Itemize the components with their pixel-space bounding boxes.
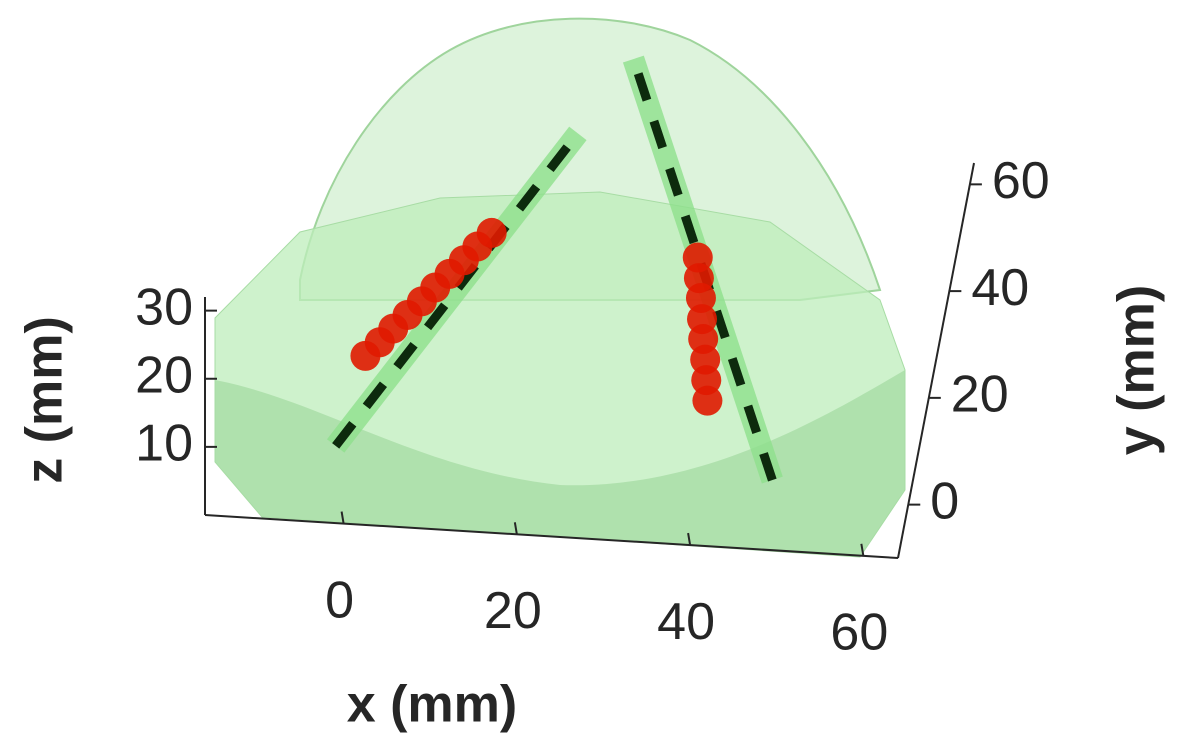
x-tick-label: 0: [325, 571, 354, 629]
z-tick-label: 20: [135, 346, 193, 404]
y-tick-label: 20: [951, 366, 1009, 424]
y-tick-label: 40: [971, 259, 1029, 317]
x-tick-label: 40: [657, 593, 715, 651]
point: [692, 386, 722, 416]
x-tick-label: 20: [484, 582, 542, 640]
z-tick-label: 30: [135, 278, 193, 336]
z-axis-label: z (mm): [16, 316, 74, 484]
y-tick-label: 0: [930, 472, 959, 530]
chart: 0 20 40 60 0 20 40 60 10 20 30 x (mm) z (mm) y (mm…: [0, 0, 1188, 740]
page: {"chart_data": {"type": "scatter3d", "xl…: [0, 0, 1188, 740]
point: [477, 218, 507, 248]
z-tick-label: 10: [135, 415, 193, 473]
dental-model: [215, 19, 905, 557]
x-axis-label: x (mm): [347, 676, 517, 734]
y-tick-label: 60: [992, 152, 1050, 210]
y-axis-label: y (mm): [1108, 285, 1166, 455]
x-tick-label: 60: [830, 604, 888, 662]
